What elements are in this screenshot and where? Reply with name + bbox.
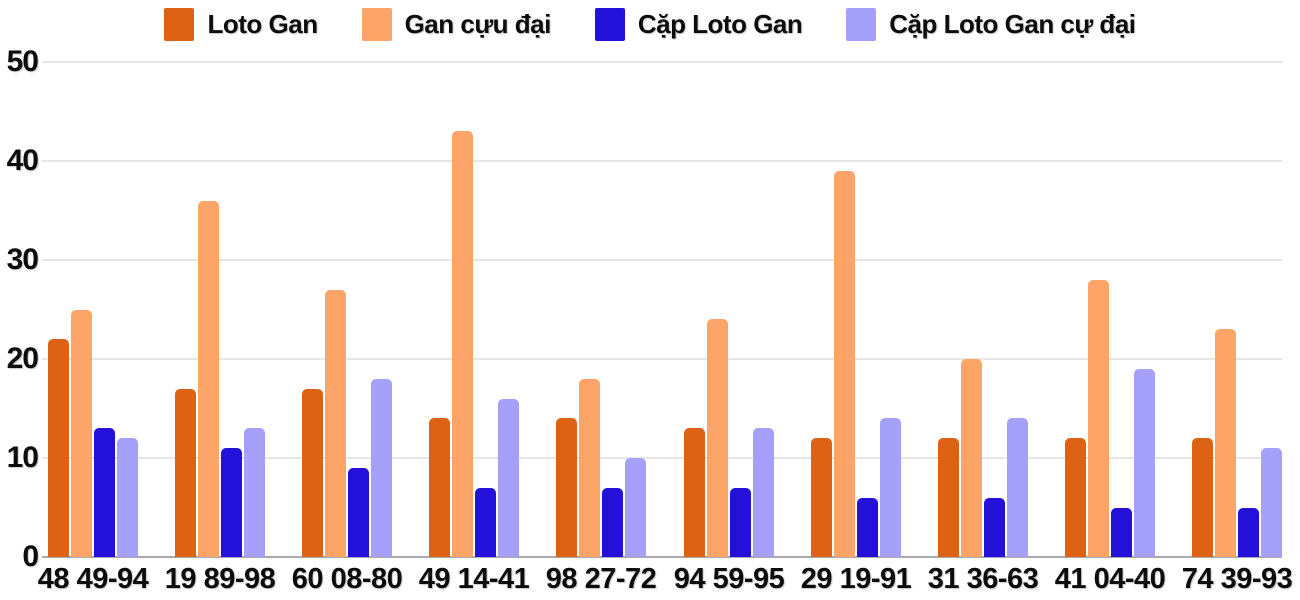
- bar: [1238, 507, 1259, 557]
- bar: [579, 378, 600, 557]
- legend-label: Cặp Loto Gan: [637, 9, 803, 39]
- bar: [730, 487, 751, 557]
- bar: [984, 497, 1005, 557]
- bar: [48, 339, 69, 557]
- bar: [857, 497, 878, 557]
- bar: [811, 438, 832, 557]
- bar: [707, 319, 728, 557]
- bar: [834, 170, 855, 557]
- bar: [1065, 438, 1086, 557]
- bar: [1134, 368, 1155, 557]
- bar: [1261, 448, 1282, 557]
- y-tick-label: 20: [6, 342, 39, 375]
- bar: [1192, 438, 1213, 557]
- bar: [117, 438, 138, 557]
- bar: [1088, 279, 1109, 557]
- bar: [244, 428, 265, 557]
- bar: [429, 418, 450, 557]
- bar: [302, 388, 323, 557]
- legend-swatch-icon: [846, 8, 877, 41]
- y-tick-label: 40: [6, 144, 39, 177]
- bar: [221, 448, 242, 557]
- legend-item[interactable]: Cặp Loto Gan: [594, 8, 803, 41]
- bar: [71, 309, 92, 557]
- bar: [175, 388, 196, 557]
- gridline: [42, 259, 1282, 261]
- bar: [498, 398, 519, 557]
- legend-item[interactable]: Gan cựu đại: [361, 8, 552, 41]
- x-tick-label: 31 36-63: [927, 563, 1039, 595]
- y-tick-label: 30: [6, 243, 39, 276]
- bar: [1111, 507, 1132, 557]
- x-tick-label: 60 08-80: [291, 563, 403, 595]
- bar: [198, 200, 219, 557]
- legend-item[interactable]: Loto Gan: [164, 8, 318, 41]
- bar: [625, 458, 646, 557]
- legend-swatch-icon: [361, 8, 392, 41]
- x-tick-label: 98 27-72: [545, 563, 657, 595]
- bar: [961, 359, 982, 557]
- x-tick-label: 94 59-95: [673, 563, 785, 595]
- legend-label: Gan cựu đại: [404, 9, 552, 39]
- bar: [938, 438, 959, 557]
- x-tick-label: 48 49-94: [37, 563, 149, 595]
- y-tick-label: 0: [22, 540, 39, 573]
- legend-label: Loto Gan: [207, 9, 318, 39]
- legend: Loto Gan Gan cựu đại Cặp Loto Gan Cặp Loto …: [0, 8, 1300, 41]
- bar: [684, 428, 705, 557]
- y-tick-label: 10: [6, 441, 39, 474]
- x-tick-label: 49 14-41: [418, 563, 530, 595]
- bar: [348, 467, 369, 557]
- y-tick-label: 50: [6, 45, 39, 78]
- x-tick-label: 19 89-98: [164, 563, 276, 595]
- bar: [556, 418, 577, 557]
- bar: [753, 428, 774, 557]
- x-tick-label: 29 19-91: [800, 563, 912, 595]
- gridline: [42, 358, 1282, 360]
- bar: [371, 378, 392, 557]
- x-axis-baseline: [42, 556, 1282, 558]
- bar: [1215, 329, 1236, 557]
- legend-swatch-icon: [164, 8, 195, 41]
- bar: [94, 428, 115, 557]
- bar: [1007, 418, 1028, 557]
- x-tick-label: 41 04-40: [1054, 563, 1166, 595]
- legend-label: Cặp Loto Gan cự đại: [889, 9, 1136, 39]
- legend-swatch-icon: [594, 8, 625, 41]
- bar: [602, 487, 623, 557]
- gridline: [42, 61, 1282, 63]
- bar: [452, 131, 473, 557]
- bar: [325, 289, 346, 557]
- bar: [880, 418, 901, 557]
- legend-item[interactable]: Cặp Loto Gan cự đại: [846, 8, 1136, 41]
- gridline: [42, 457, 1282, 459]
- bar: [475, 487, 496, 557]
- gridline: [42, 160, 1282, 162]
- x-tick-label: 74 39-93: [1181, 563, 1293, 595]
